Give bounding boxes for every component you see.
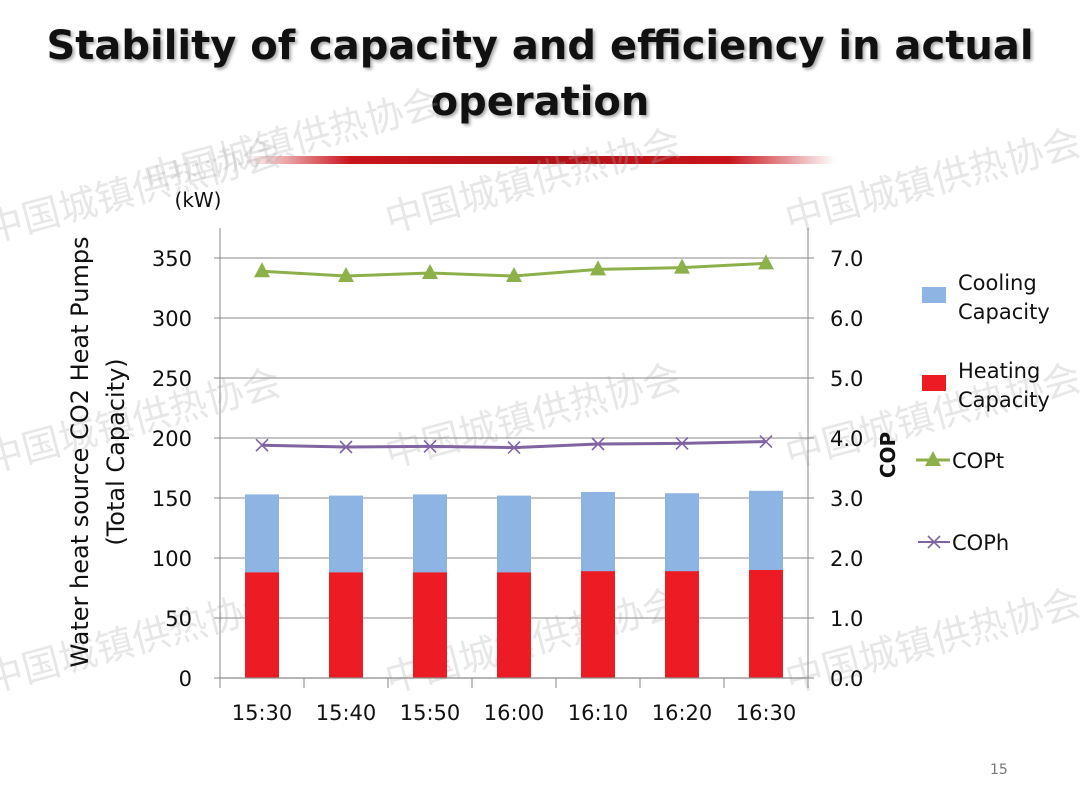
- y-tick-label: 300: [152, 307, 192, 331]
- y-tick-label: 150: [152, 487, 192, 511]
- coph-point: [255, 438, 269, 452]
- legend-label: Capacity: [958, 300, 1050, 324]
- legend-label: Heating: [958, 359, 1040, 383]
- y2-tick-label: 3.0: [830, 487, 863, 511]
- y-tick-label: 100: [152, 547, 192, 571]
- legend-cooling-capacity: Cooling Capacity: [922, 271, 1050, 324]
- legend-heating-capacity: Heating Capacity: [922, 359, 1050, 412]
- copt-point: [758, 254, 774, 270]
- legend-copt: COPt: [916, 449, 1004, 473]
- y2-tick-label: 7.0: [830, 247, 863, 271]
- y2-tick-label: 4.0: [830, 427, 863, 451]
- y-tick-label: 200: [152, 427, 192, 451]
- heating-capacity-bar: [497, 572, 531, 678]
- x-tick-label: 15:50: [400, 701, 461, 725]
- legend-label: Capacity: [958, 388, 1050, 412]
- heating-capacity-bar: [581, 571, 615, 678]
- copt-point: [254, 262, 270, 278]
- copt-point: [590, 260, 606, 276]
- legend-marker: [925, 451, 941, 466]
- y-tick-label: 50: [165, 607, 192, 631]
- y-axis-title: (Total Capacity): [102, 358, 130, 545]
- y2-tick-label: 2.0: [830, 547, 863, 571]
- legend-label: Cooling: [958, 271, 1037, 295]
- y-tick-label: 350: [152, 247, 192, 271]
- x-tick-label: 16:00: [484, 701, 545, 725]
- coph-point: [675, 436, 689, 450]
- y-axis-unit: (kW): [175, 188, 222, 212]
- coph-point: [591, 437, 605, 451]
- y-tick-label: 0: [179, 667, 192, 691]
- coph-point: [423, 439, 437, 453]
- heating-capacity-bar: [329, 572, 363, 678]
- legend-swatch: [922, 375, 946, 391]
- x-tick-label: 16:20: [652, 701, 713, 725]
- y2-axis-title: COP: [876, 432, 900, 478]
- x-tick-label: 15:30: [232, 701, 293, 725]
- copt-point: [506, 267, 522, 282]
- legend-marker: [927, 535, 941, 549]
- title-underline-bar: [245, 156, 835, 164]
- legend-coph: COPh: [918, 531, 1009, 555]
- legend-label: COPt: [952, 449, 1004, 473]
- y-axis-title: Water heat source CO2 Heat Pumps: [66, 236, 94, 667]
- coph-point: [339, 440, 353, 454]
- page-number: 15: [990, 762, 1008, 778]
- x-tick-label: 15:40: [316, 701, 377, 725]
- y2-tick-label: 0.0: [830, 667, 863, 691]
- heating-capacity-bar: [749, 570, 783, 678]
- legend-label: COPh: [952, 531, 1009, 555]
- x-tick-label: 16:30: [736, 701, 797, 725]
- y2-tick-label: 5.0: [830, 367, 863, 391]
- y2-tick-label: 1.0: [830, 607, 863, 631]
- heating-capacity-bar: [245, 572, 279, 678]
- slide-title: Stability of capacity and efficiency in …: [46, 23, 1034, 125]
- heating-capacity-bar: [413, 572, 447, 678]
- copt-point: [338, 267, 354, 282]
- y-tick-label: 250: [152, 367, 192, 391]
- y2-tick-label: 6.0: [830, 307, 863, 331]
- heating-capacity-bar: [665, 571, 699, 678]
- coph-point: [507, 441, 521, 455]
- copt-point: [674, 258, 690, 274]
- coph-point: [759, 435, 773, 449]
- legend-swatch: [922, 287, 946, 303]
- copt-point: [422, 264, 438, 279]
- x-tick-label: 16:10: [568, 701, 629, 725]
